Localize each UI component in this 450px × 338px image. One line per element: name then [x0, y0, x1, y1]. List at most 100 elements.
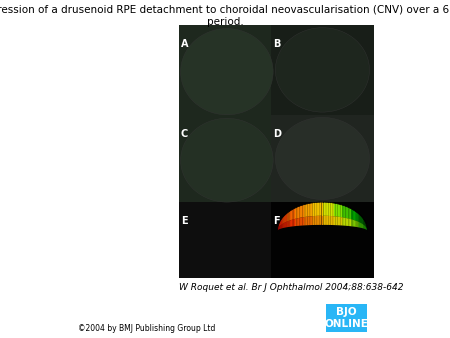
- Polygon shape: [298, 206, 299, 218]
- Polygon shape: [320, 216, 322, 225]
- Polygon shape: [301, 205, 302, 218]
- Polygon shape: [365, 226, 366, 229]
- Polygon shape: [341, 217, 342, 225]
- Polygon shape: [347, 207, 348, 219]
- Polygon shape: [316, 202, 318, 216]
- Text: ©2004 by BMJ Publishing Group Ltd: ©2004 by BMJ Publishing Group Ltd: [78, 324, 216, 333]
- Polygon shape: [316, 216, 318, 225]
- Polygon shape: [282, 224, 283, 228]
- Text: C: C: [181, 129, 188, 139]
- Polygon shape: [325, 216, 327, 225]
- Polygon shape: [304, 204, 306, 217]
- Polygon shape: [290, 210, 291, 220]
- Polygon shape: [348, 208, 350, 219]
- Polygon shape: [293, 219, 295, 226]
- Polygon shape: [327, 202, 328, 216]
- Polygon shape: [351, 209, 353, 220]
- Bar: [179, 202, 271, 278]
- Polygon shape: [307, 203, 309, 217]
- Polygon shape: [282, 218, 283, 224]
- Polygon shape: [290, 220, 291, 227]
- Polygon shape: [334, 203, 336, 216]
- Polygon shape: [288, 211, 290, 221]
- Polygon shape: [330, 202, 332, 216]
- Polygon shape: [315, 216, 316, 225]
- Text: B: B: [273, 39, 281, 49]
- Bar: [271, 25, 373, 115]
- Polygon shape: [364, 226, 365, 229]
- Polygon shape: [353, 210, 354, 220]
- Polygon shape: [285, 214, 286, 222]
- Polygon shape: [292, 209, 293, 220]
- Polygon shape: [350, 219, 351, 226]
- Polygon shape: [339, 204, 341, 217]
- Polygon shape: [342, 205, 344, 218]
- Polygon shape: [292, 219, 293, 226]
- Polygon shape: [365, 222, 366, 227]
- Polygon shape: [297, 218, 298, 226]
- Polygon shape: [293, 208, 295, 219]
- Polygon shape: [344, 218, 346, 226]
- Bar: [271, 115, 373, 202]
- Polygon shape: [284, 222, 285, 228]
- Polygon shape: [327, 216, 328, 225]
- Text: A: A: [181, 39, 188, 49]
- Polygon shape: [361, 217, 362, 224]
- Text: W Roquet et al. Br J Ophthalmol 2004;88:638-642: W Roquet et al. Br J Ophthalmol 2004;88:…: [179, 283, 403, 292]
- Polygon shape: [338, 204, 339, 217]
- Polygon shape: [307, 216, 309, 225]
- Polygon shape: [341, 204, 342, 217]
- Polygon shape: [313, 202, 315, 216]
- Polygon shape: [295, 208, 297, 219]
- Polygon shape: [309, 216, 311, 225]
- Polygon shape: [285, 222, 286, 227]
- Polygon shape: [359, 214, 360, 222]
- Polygon shape: [359, 222, 360, 227]
- Polygon shape: [302, 217, 304, 225]
- Bar: [179, 115, 271, 202]
- Text: E: E: [181, 216, 187, 226]
- Polygon shape: [322, 216, 324, 225]
- Polygon shape: [334, 216, 336, 225]
- Polygon shape: [356, 212, 358, 221]
- Polygon shape: [339, 217, 341, 225]
- Polygon shape: [358, 221, 359, 227]
- Polygon shape: [342, 217, 344, 225]
- Polygon shape: [356, 221, 358, 227]
- Polygon shape: [324, 216, 325, 225]
- Polygon shape: [351, 219, 353, 226]
- Polygon shape: [299, 218, 301, 226]
- Polygon shape: [301, 217, 302, 225]
- Polygon shape: [298, 218, 299, 226]
- Polygon shape: [344, 206, 346, 218]
- Polygon shape: [280, 225, 281, 229]
- Polygon shape: [320, 202, 322, 216]
- Text: BJO
ONLINE: BJO ONLINE: [324, 307, 369, 329]
- Bar: [179, 25, 271, 115]
- Polygon shape: [283, 217, 284, 224]
- Polygon shape: [286, 213, 288, 222]
- Polygon shape: [325, 202, 327, 216]
- Text: Progression of a drusenoid RPE detachment to choroidal neovascularisation (CNV) : Progression of a drusenoid RPE detachmen…: [0, 5, 450, 27]
- Polygon shape: [295, 219, 297, 226]
- Polygon shape: [353, 220, 354, 226]
- Polygon shape: [363, 224, 364, 228]
- Polygon shape: [338, 217, 339, 225]
- Polygon shape: [286, 221, 288, 227]
- Polygon shape: [336, 203, 338, 217]
- Polygon shape: [364, 221, 365, 226]
- Polygon shape: [347, 218, 348, 226]
- Polygon shape: [280, 220, 281, 226]
- Polygon shape: [332, 216, 334, 225]
- Polygon shape: [362, 224, 363, 228]
- Text: F: F: [273, 216, 280, 226]
- Polygon shape: [360, 216, 361, 223]
- Polygon shape: [284, 215, 285, 223]
- Bar: [271, 202, 373, 278]
- Polygon shape: [288, 220, 290, 227]
- Polygon shape: [355, 211, 356, 221]
- Polygon shape: [279, 226, 280, 229]
- Polygon shape: [311, 203, 313, 216]
- Polygon shape: [291, 220, 292, 226]
- Polygon shape: [328, 216, 330, 225]
